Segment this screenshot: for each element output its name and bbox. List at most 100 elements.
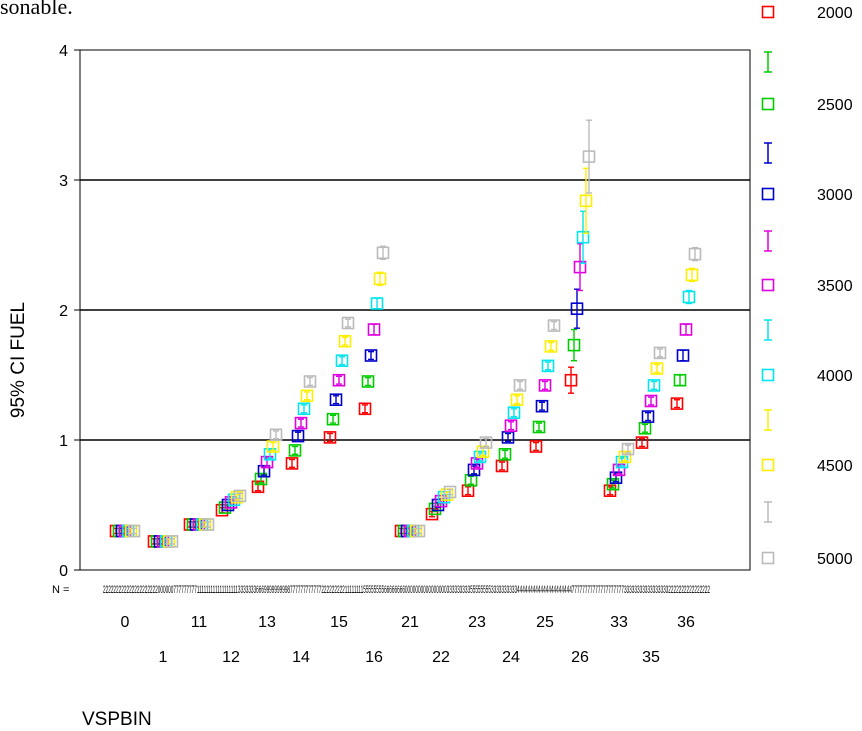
series-3-25-marker <box>538 379 552 392</box>
y-tick-label-1: 1 <box>59 433 68 450</box>
x-axis-label: VSPBIN <box>82 709 152 730</box>
series-2-36-marker <box>676 349 690 362</box>
series-6-15-marker <box>341 316 355 330</box>
series-3-24-marker <box>504 419 518 433</box>
series-5-14-marker <box>300 389 314 403</box>
series-1-36-marker <box>673 373 687 387</box>
series-6-16-marker <box>376 246 390 260</box>
series-5-25-marker <box>544 340 558 353</box>
x-tick-label-35: 35 <box>642 649 660 666</box>
series-3-13-marker <box>260 455 274 469</box>
series-4-24-marker <box>507 406 521 420</box>
y-tick-label-2: 2 <box>59 303 68 320</box>
x-tick-label-1: 1 <box>159 649 168 666</box>
legend-marker-2500 <box>761 97 775 111</box>
legend-marker-4500 <box>761 458 775 472</box>
series-3-15-marker <box>332 373 346 387</box>
series-6-11-marker <box>201 518 215 531</box>
series-0-35-marker <box>635 436 649 449</box>
series-6-12-marker <box>233 489 247 503</box>
series-0-25-marker <box>529 440 543 453</box>
series-5-15-marker <box>338 334 352 348</box>
series-2-33-marker <box>609 471 623 485</box>
legend-label-3000: 3000 <box>817 187 853 204</box>
series-0-15-marker <box>323 431 337 444</box>
x-tick-label-13: 13 <box>258 614 276 631</box>
series-6-24-marker <box>513 379 527 392</box>
x-tick-label-26: 26 <box>571 649 589 666</box>
x-tick-label-22: 22 <box>432 649 450 666</box>
series-3-35-marker <box>644 394 658 408</box>
legend-marker-3000 <box>761 187 775 201</box>
series-4-13-marker <box>263 447 277 461</box>
series-1-33-marker <box>606 477 620 491</box>
series-4-15-marker <box>335 354 349 368</box>
series-4-36-marker <box>682 290 696 304</box>
legend-label-5000: 5000 <box>817 551 853 568</box>
x-tick-label-25: 25 <box>536 614 554 631</box>
series-2-16-marker <box>364 349 378 362</box>
legend-label-4000: 4000 <box>817 368 853 385</box>
series-5-16-marker <box>373 272 387 286</box>
series-6-22-marker <box>443 485 457 499</box>
legend-marker-3500 <box>761 278 775 292</box>
series-1-24-marker <box>498 447 512 461</box>
series-3-36-marker <box>679 323 693 336</box>
series-3-14-marker <box>294 416 308 430</box>
legend-label-3500: 3500 <box>817 278 853 295</box>
x-tick-label-0: 0 <box>121 614 130 631</box>
x-tick-label-14: 14 <box>292 649 310 666</box>
x-tick-label-23: 23 <box>468 614 486 631</box>
legend-marker-4000 <box>761 368 775 382</box>
series-2-25-marker <box>535 399 549 413</box>
series-1-15-marker <box>326 412 340 426</box>
y-tick-label-3: 3 <box>59 173 68 190</box>
series-5-26-marker <box>579 194 593 208</box>
x-tick-label-33: 33 <box>610 614 628 631</box>
legend-label-4500: 4500 <box>817 458 853 475</box>
series-2-35-marker <box>641 410 655 423</box>
series-4-25-marker <box>541 359 555 373</box>
series-0-16-marker <box>358 402 372 416</box>
x-tick-label-21: 21 <box>401 614 419 631</box>
series-2-23-marker <box>467 463 481 477</box>
series-6-25-marker <box>547 319 561 332</box>
legend-marker-5000 <box>761 551 775 565</box>
series-0-26-marker <box>564 373 578 387</box>
x-tick-label-24: 24 <box>502 649 520 666</box>
series-5-35-marker <box>650 362 664 375</box>
series-2-14-marker <box>291 429 305 443</box>
series-6-14-marker <box>303 375 317 388</box>
x-tick-label-36: 36 <box>677 614 695 631</box>
x-tick-label-12: 12 <box>222 649 240 666</box>
x-tick-label-15: 15 <box>330 614 348 631</box>
series-0-13-marker <box>251 480 265 494</box>
series-3-33-marker <box>612 463 626 477</box>
series-0-14-marker <box>285 457 299 470</box>
series-1-25-marker <box>532 420 546 434</box>
legend-marker-2000 <box>761 5 775 19</box>
series-4-26-marker <box>576 230 590 244</box>
series-1-16-marker <box>361 375 375 388</box>
series-0-36-marker <box>670 397 684 410</box>
series-5-33-marker <box>618 450 632 464</box>
series-2-26-marker <box>570 302 584 316</box>
series-6-33-marker <box>621 442 635 456</box>
legend-label-2500: 2500 <box>817 97 853 114</box>
y-tick-label-0: 0 <box>59 563 68 580</box>
series-6-13-marker <box>269 428 283 442</box>
series-6-36-marker <box>688 247 702 261</box>
series-6-23-marker <box>479 436 493 449</box>
n-label: N = <box>52 584 69 596</box>
series-6-21-marker <box>412 524 426 538</box>
series-4-16-marker <box>370 297 384 310</box>
series-6-1-marker <box>165 535 179 548</box>
series-3-16-marker <box>367 323 381 336</box>
n-values: 2222222222222222222220000007777777771111… <box>103 584 710 596</box>
x-tick-label-16: 16 <box>365 649 383 666</box>
series-5-36-marker <box>685 268 699 282</box>
series-1-14-marker <box>288 444 302 457</box>
y-tick-label-4: 4 <box>59 43 68 60</box>
series-4-35-marker <box>647 379 661 392</box>
